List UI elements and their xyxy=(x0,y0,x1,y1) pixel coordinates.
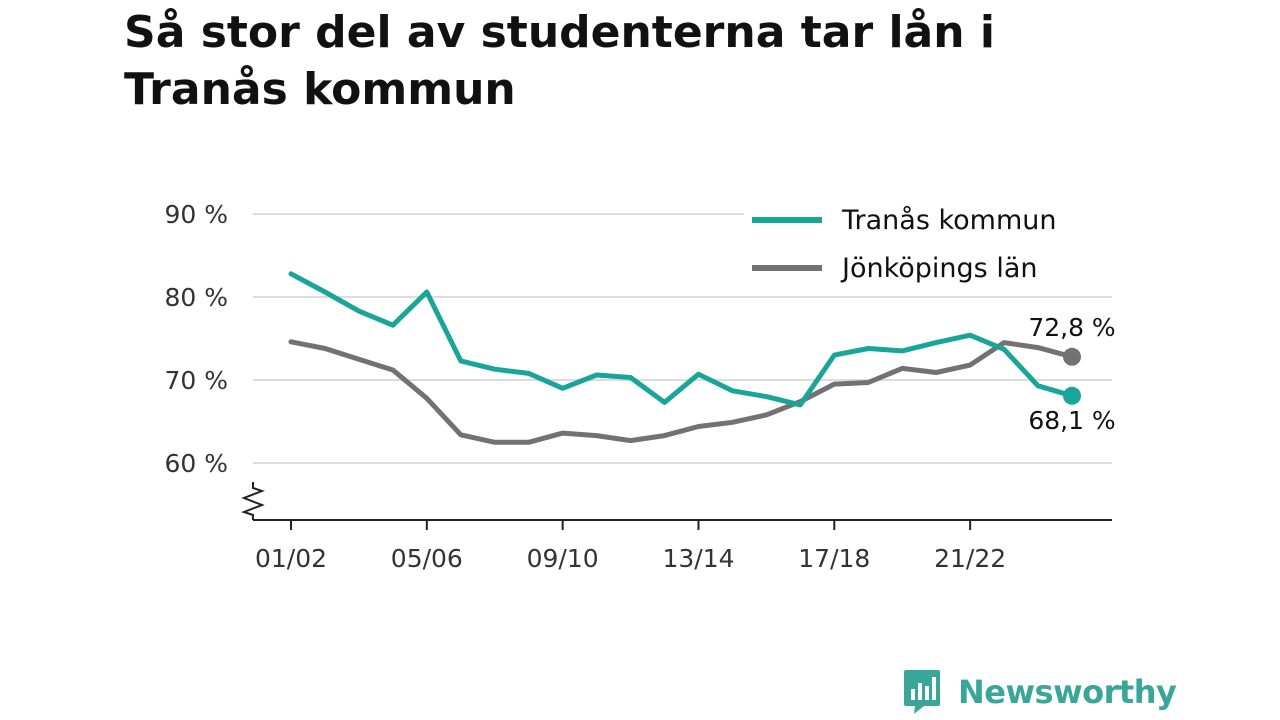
series-line-tranas xyxy=(288,271,1075,408)
y-tick-label: 70 % xyxy=(164,366,228,395)
x-tick-label: 01/02 xyxy=(255,544,327,573)
x-tick-label: 13/14 xyxy=(662,544,734,573)
legend-label: Tranås kommun xyxy=(841,205,1057,236)
axis-break-icon xyxy=(241,482,265,520)
newsworthy-logo: Newsworthy xyxy=(902,668,1177,716)
series-line-jonkoping xyxy=(288,339,1075,445)
series-lines xyxy=(288,271,1081,445)
x-tick-label: 09/10 xyxy=(527,544,599,573)
x-tick-label: 17/18 xyxy=(798,544,870,573)
end-value-label: 72,8 % xyxy=(1028,313,1115,342)
x-axis xyxy=(241,482,1112,530)
legend-label: Jönköpings län xyxy=(840,253,1038,284)
legend-background xyxy=(744,200,1112,296)
y-tick-label: 90 % xyxy=(164,200,228,229)
series-end-point xyxy=(1063,347,1081,366)
series-end-point xyxy=(1063,386,1081,405)
brand-name: Newsworthy xyxy=(958,673,1177,711)
end-value-label: 68,1 % xyxy=(1028,406,1115,435)
legend: Tranås kommun Jönköpings län xyxy=(744,200,1112,296)
newsworthy-logo-icon xyxy=(904,670,940,714)
x-tick-label: 21/22 xyxy=(934,544,1006,573)
y-tick-label: 60 % xyxy=(164,449,228,478)
x-tick-label: 05/06 xyxy=(391,544,463,573)
chart-title: Så stor del av studenterna tar lån i Tra… xyxy=(124,7,995,115)
y-tick-label: 80 % xyxy=(164,283,228,312)
y-axis-tick-labels: 60 % 70 % 80 % 90 % xyxy=(164,200,228,478)
x-axis-tick-labels: 01/02 05/06 09/10 13/14 17/18 21/22 xyxy=(255,544,1006,573)
end-value-labels: 68,1 % 72,8 % xyxy=(1028,313,1115,435)
